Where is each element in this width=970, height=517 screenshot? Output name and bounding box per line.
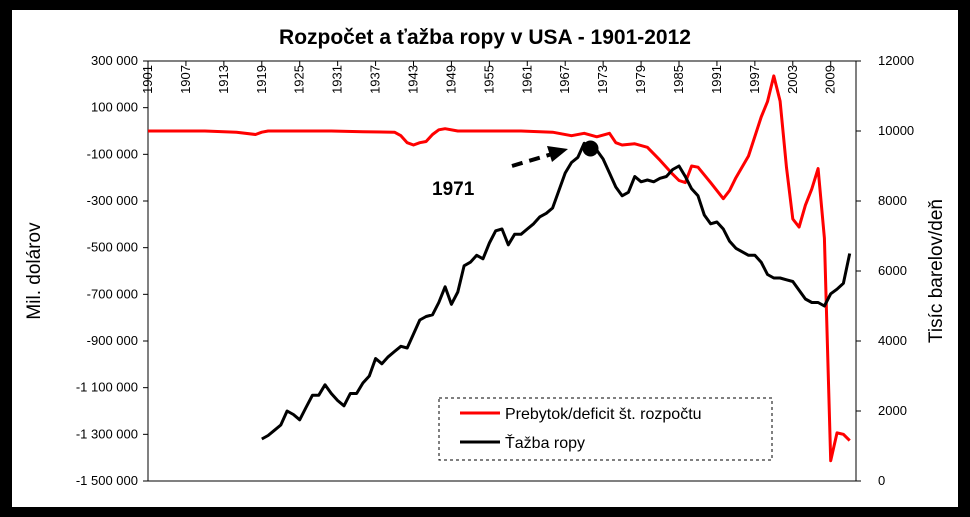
x-tick-label: 1961 xyxy=(519,65,534,94)
x-tick-label: 1967 xyxy=(557,65,572,94)
y2-tick-label: 8000 xyxy=(878,193,907,208)
x-tick-label: 2009 xyxy=(823,65,838,94)
y2-axis-ticks: 12000 10000 8000 6000 4000 2000 0 xyxy=(856,53,914,488)
y-axis-label: Mil. dolárov xyxy=(24,222,45,320)
y-tick-label: -500 000 xyxy=(87,240,138,255)
x-tick-label: 1949 xyxy=(443,65,458,94)
legend-box xyxy=(438,397,773,461)
y-tick-label: -700 000 xyxy=(87,286,138,301)
y-tick-label: -900 000 xyxy=(87,333,138,348)
x-tick-label: 2003 xyxy=(785,65,800,94)
x-tick-label: 1943 xyxy=(406,65,421,94)
legend-label-deficit: Prebytok/deficit št. rozpočtu xyxy=(505,406,702,423)
x-tick-label: 1925 xyxy=(292,65,307,94)
y2-tick-label: 4000 xyxy=(878,333,907,348)
x-tick-label: 1937 xyxy=(368,65,383,94)
y2-tick-label: 10000 xyxy=(878,123,914,138)
chart-frame: Rozpočet a ťažba ropy v USA - 1901-2012 … xyxy=(12,10,958,507)
x-tick-label: 1985 xyxy=(671,65,686,94)
y-tick-label: 100 000 xyxy=(91,100,138,115)
x-tick-label: 1913 xyxy=(216,65,231,94)
y-tick-label: -300 000 xyxy=(87,193,138,208)
y-tick-label: -1 500 000 xyxy=(76,473,138,488)
x-tick-label: 1955 xyxy=(481,65,496,94)
legend: Prebytok/deficit št. rozpočtu Ťažba ropy xyxy=(438,397,773,461)
x-tick-label: 1991 xyxy=(709,65,724,94)
series-lines xyxy=(148,74,852,463)
x-tick-label: 1907 xyxy=(178,65,193,94)
annotation-arrow-line xyxy=(511,152,553,168)
annotation-1971: 1971 xyxy=(432,140,599,200)
y2-axis-label: Tisíc barelov/deň xyxy=(926,199,947,343)
y-axis-ticks: 300 000 100 000 -100 000 -300 000 -500 000 -7… xyxy=(76,53,148,488)
y-tick-label: -100 000 xyxy=(87,146,138,161)
y2-tick-label: 0 xyxy=(878,473,885,488)
annotation-label: 1971 xyxy=(432,179,475,200)
series-line-oil xyxy=(261,141,852,441)
x-tick-label: 1973 xyxy=(595,65,610,94)
x-tick-label: 1997 xyxy=(747,65,762,94)
x-axis-ticks: 1901 1907 1913 1919 1925 1931 1937 1943 1949 1955… xyxy=(140,61,838,94)
y-tick-label: -1 300 000 xyxy=(76,426,138,441)
legend-label-oil: Ťažba ropy xyxy=(505,433,585,452)
chart-title: Rozpočet a ťažba ropy v USA - 1901-2012 xyxy=(279,26,691,49)
x-tick-label: 1901 xyxy=(140,65,155,94)
annotation-arrow-head xyxy=(547,146,568,162)
annotation-peak-dot xyxy=(582,140,599,157)
series-line-deficit xyxy=(148,74,851,463)
y2-tick-label: 6000 xyxy=(878,263,907,278)
x-tick-label: 1979 xyxy=(633,65,648,94)
y2-tick-label: 2000 xyxy=(878,403,907,418)
x-tick-label: 1931 xyxy=(330,65,345,94)
y-tick-label: 300 000 xyxy=(91,53,138,68)
y2-tick-label: 12000 xyxy=(878,53,914,68)
chart-svg: Rozpočet a ťažba ropy v USA - 1901-2012 … xyxy=(24,26,947,488)
y-tick-label: -1 100 000 xyxy=(76,380,138,395)
x-tick-label: 1919 xyxy=(254,65,269,94)
